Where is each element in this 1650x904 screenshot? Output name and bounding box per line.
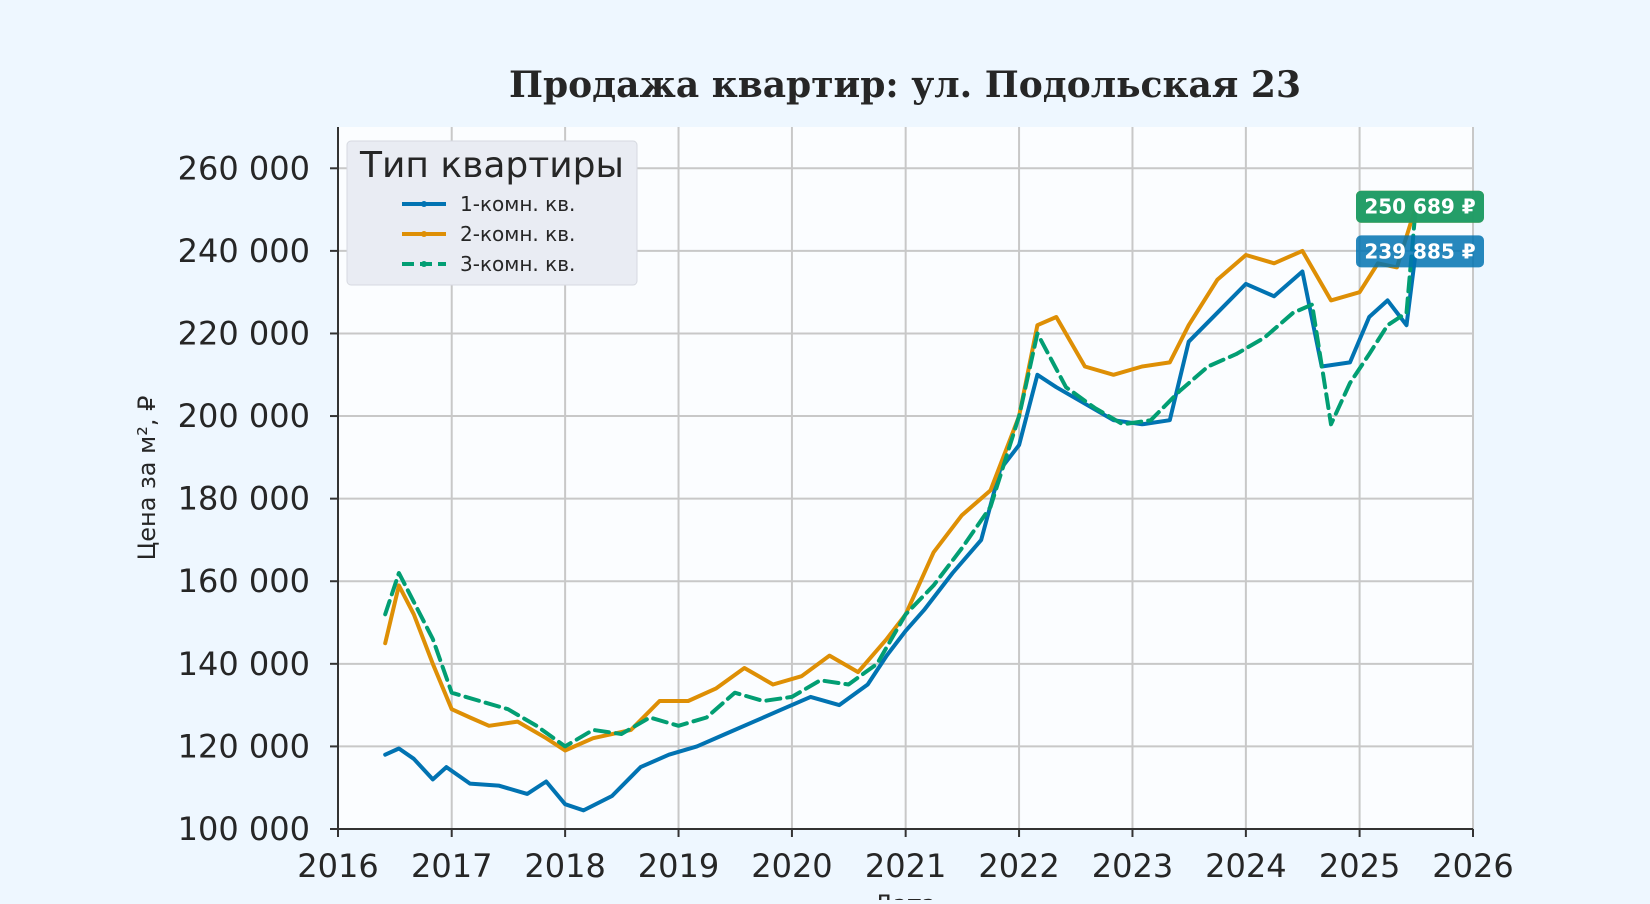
x-tick-label: 2018 — [524, 847, 605, 885]
legend-marker — [421, 231, 427, 237]
y-tick-label: 160 000 — [178, 562, 310, 600]
y-tick-label: 240 000 — [178, 232, 310, 270]
legend: Тип квартиры 1-комн. кв. 2-комн. кв. 3-ком… — [346, 140, 638, 286]
x-tick-label: 2016 — [297, 847, 378, 885]
legend-marker — [421, 201, 427, 207]
chart-title: Продажа квартир: ул. Подольская 23 — [509, 64, 1301, 106]
legend-label-2: 2-комн. кв. — [460, 222, 575, 246]
series-line-2 — [383, 204, 1418, 753]
legend-title: Тип квартиры — [359, 145, 624, 186]
x-tick-label: 2024 — [1205, 847, 1286, 885]
end-labels: 250 689 ₽250 689 ₽239 885 ₽ — [1356, 190, 1484, 268]
y-axis-label: Цена за м², ₽ — [133, 396, 161, 561]
end-label-3: 250 689 ₽ — [1356, 190, 1484, 223]
y-tick-label: 120 000 — [178, 727, 310, 765]
series-line-3 — [383, 204, 1418, 749]
x-tick-label: 2026 — [1432, 847, 1513, 885]
series-line-1 — [383, 249, 1418, 813]
x-tick-label: 2020 — [751, 847, 832, 885]
x-tick-label: 2022 — [978, 847, 1059, 885]
x-tick-label: 2019 — [638, 847, 719, 885]
y-tick-label: 200 000 — [178, 397, 310, 435]
y-tick-label: 180 000 — [178, 480, 310, 518]
axes: 2016 2017 2018 2019 2020 2021 2022 2023 2024 2025… — [178, 127, 1514, 885]
legend-label-3: 3-комн. кв. — [460, 252, 575, 276]
y-tick-label: 220 000 — [178, 314, 310, 352]
series-lines — [383, 204, 1418, 813]
end-label-box — [1356, 190, 1484, 223]
x-tick-label: 2025 — [1319, 847, 1400, 885]
y-tick-label: 100 000 — [178, 810, 310, 848]
legend-box — [346, 140, 638, 286]
x-tick-label: 2017 — [411, 847, 492, 885]
end-label-text: 239 885 ₽ — [1364, 239, 1475, 263]
end-label-1: 239 885 ₽ — [1356, 235, 1484, 268]
legend-label-1: 1-комн. кв. — [460, 192, 575, 216]
y-tick-label: 260 000 — [178, 149, 310, 187]
end-label-box — [1356, 235, 1484, 268]
x-tick-label: 2023 — [1092, 847, 1173, 885]
y-tick-label: 140 000 — [178, 645, 310, 683]
x-tick-label: 2021 — [865, 847, 946, 885]
legend-marker — [421, 261, 427, 267]
x-axis-label: Дата — [874, 890, 936, 900]
end-label-text: 250 689 ₽ — [1364, 195, 1475, 219]
